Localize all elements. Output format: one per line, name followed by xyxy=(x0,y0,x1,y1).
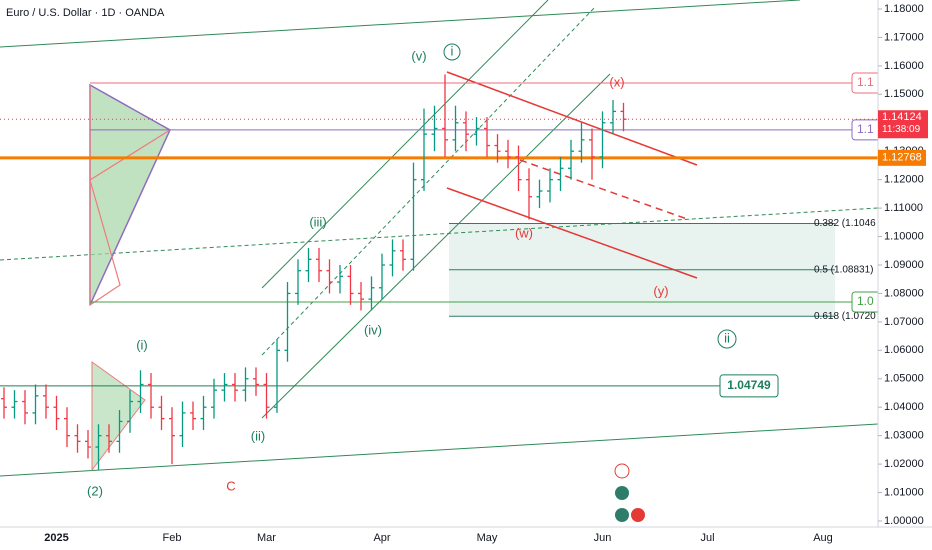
plot-area: 0.382 (1.1046 0.5 (1.08831) 0.618 (1.0720 1… xyxy=(0,0,893,477)
price-badge-label: 1.04749 xyxy=(727,378,771,392)
wave-label: (i) xyxy=(136,337,148,352)
channel-line xyxy=(261,5,597,356)
price-badge-label: 1.1 xyxy=(857,122,874,136)
x-tick-label: Jun xyxy=(594,532,612,544)
y-tick-label: 1.10000 xyxy=(884,230,924,242)
wave-label: (x) xyxy=(609,74,624,89)
trend-line xyxy=(0,423,879,477)
y-tick-label: 1.16000 xyxy=(884,60,924,72)
y-tick-label: 1.05000 xyxy=(884,373,924,385)
wave-label: C xyxy=(226,478,235,493)
x-tick-label: Apr xyxy=(373,532,390,544)
y-tick-label: 1.02000 xyxy=(884,458,924,470)
x-tick-label: 2025 xyxy=(44,532,68,544)
icon[interactable] xyxy=(615,486,629,500)
x-tick-label: Mar xyxy=(257,532,276,544)
price-badge-label: 1.1 xyxy=(857,75,874,89)
y-tick-label: 1.06000 xyxy=(884,344,924,356)
red-line xyxy=(519,159,691,221)
x-tick-label: Jul xyxy=(700,532,714,544)
wave-label: (w) xyxy=(515,225,533,240)
channel-line xyxy=(261,73,611,419)
y-tick-label: 1.12000 xyxy=(884,174,924,186)
y-tick-label: 1.07000 xyxy=(884,316,924,328)
fib-label: 0.618 (1.0720 xyxy=(814,311,876,322)
wave-label: i xyxy=(451,43,454,58)
icon[interactable] xyxy=(614,463,630,479)
price-badge-label: 1.12768 xyxy=(882,152,922,164)
last-price-badge xyxy=(878,110,928,139)
y-tick-label: 1.04000 xyxy=(884,401,924,413)
x-tick-label: May xyxy=(477,532,498,544)
y-tick-label: 1.09000 xyxy=(884,259,924,271)
wave-label: (ii) xyxy=(251,428,265,443)
x-tick-label: Aug xyxy=(813,532,833,544)
triangle-lines xyxy=(89,85,171,307)
y-tick-label: 1.03000 xyxy=(884,430,924,442)
red-line xyxy=(446,187,698,279)
price-badge xyxy=(719,374,779,398)
wave-circle xyxy=(443,43,461,61)
icon[interactable] xyxy=(615,508,629,522)
wave-label: (iii) xyxy=(309,214,326,229)
wave-label: (y) xyxy=(653,283,668,298)
fib-label: 0.5 (1.08831) xyxy=(814,264,874,275)
icon[interactable] xyxy=(631,508,645,522)
y-tick-label: 1.00000 xyxy=(884,515,924,527)
channel-line xyxy=(261,0,549,289)
trend-line xyxy=(0,0,801,48)
red-line xyxy=(446,71,698,166)
chart-title: Euro / U.S. Dollar · 1D · OANDA xyxy=(6,7,165,19)
price-badge xyxy=(878,149,926,166)
last-price-label: 1.14124 xyxy=(882,111,922,123)
axis-bg xyxy=(878,0,932,550)
triangle xyxy=(89,83,171,306)
triangle xyxy=(91,361,146,472)
wave-circle xyxy=(717,329,737,349)
wave-label: (iv) xyxy=(364,322,382,337)
price-badge-label: 1.0 xyxy=(857,294,874,308)
y-tick-label: 1.17000 xyxy=(884,31,924,43)
wave-label: ii xyxy=(724,330,730,345)
y-tick-label: 1.18000 xyxy=(884,3,924,15)
bars xyxy=(1,74,627,470)
y-tick-label: 1.01000 xyxy=(884,486,924,498)
x-tick-label: Feb xyxy=(163,532,182,544)
y-tick-label: 1.08000 xyxy=(884,287,924,299)
y-tick-label: 1.15000 xyxy=(884,88,924,100)
countdown-label: 11:38:09 xyxy=(882,124,921,135)
fib-label: 0.382 (1.1046 xyxy=(814,218,876,229)
wave-label: (v) xyxy=(411,48,426,63)
y-tick-label: 1.11000 xyxy=(884,202,923,214)
wave-label: (2) xyxy=(87,483,103,498)
